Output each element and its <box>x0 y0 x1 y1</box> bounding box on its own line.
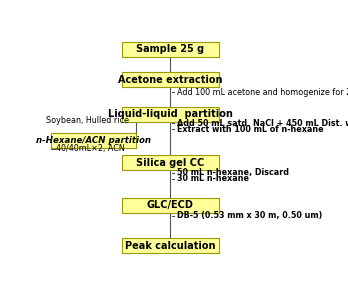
FancyBboxPatch shape <box>122 238 219 253</box>
FancyBboxPatch shape <box>122 155 219 170</box>
Text: DB-5 (0.53 mm x 30 m, 0.50 um): DB-5 (0.53 mm x 30 m, 0.50 um) <box>177 211 322 220</box>
Text: Liquid-liquid  partition: Liquid-liquid partition <box>108 109 233 120</box>
FancyBboxPatch shape <box>51 133 136 148</box>
FancyBboxPatch shape <box>122 72 219 87</box>
Text: Add 50 mL satd. NaCl + 450 mL Dist. water: Add 50 mL satd. NaCl + 450 mL Dist. wate… <box>177 119 348 128</box>
Text: 50 mL n-hexane, Discard: 50 mL n-hexane, Discard <box>177 168 289 177</box>
Text: 30 mL n-hexane: 30 mL n-hexane <box>177 174 249 183</box>
Text: 40/40mL×2, ACN: 40/40mL×2, ACN <box>56 144 125 153</box>
Text: GLC/ECD: GLC/ECD <box>147 200 194 210</box>
Text: Extract with 100 mL of n-hexane: Extract with 100 mL of n-hexane <box>177 125 323 134</box>
Text: Sample 25 g: Sample 25 g <box>136 45 204 54</box>
Text: n-Hexane/ACN partition: n-Hexane/ACN partition <box>36 136 151 145</box>
Text: Silica gel CC: Silica gel CC <box>136 158 204 168</box>
Text: Peak calculation: Peak calculation <box>125 241 215 251</box>
Text: Acetone extraction: Acetone extraction <box>118 75 222 85</box>
Text: Soybean, Hulled rice: Soybean, Hulled rice <box>46 116 129 125</box>
FancyBboxPatch shape <box>122 198 219 213</box>
FancyBboxPatch shape <box>122 107 219 122</box>
Text: Add 100 mL acetone and homogenize for 2 min.: Add 100 mL acetone and homogenize for 2 … <box>177 88 348 97</box>
FancyBboxPatch shape <box>122 42 219 57</box>
